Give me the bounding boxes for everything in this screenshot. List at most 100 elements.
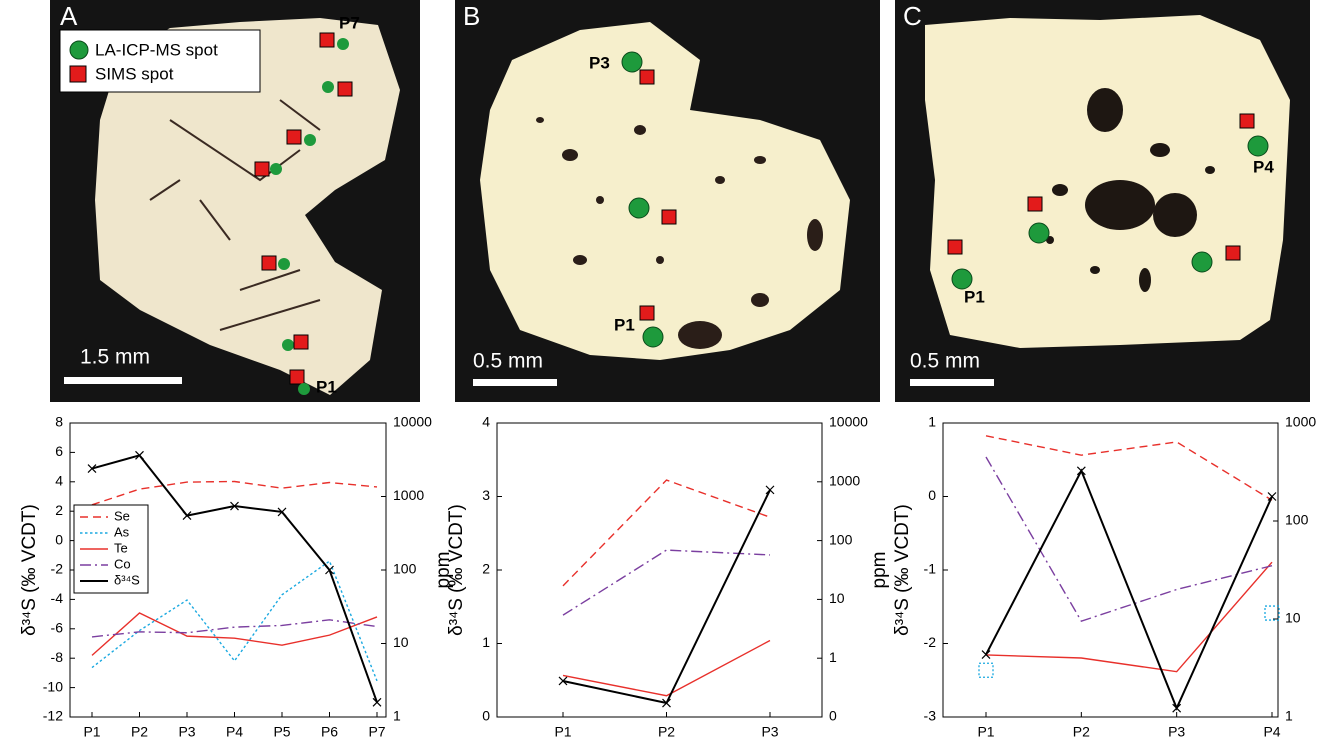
crack xyxy=(149,99,321,331)
point-marker xyxy=(978,662,994,678)
spot-label: P7 xyxy=(339,13,360,32)
y-tick-label: 4 xyxy=(482,414,490,430)
legend-label: Co xyxy=(114,556,131,571)
panel-b: B P3 P1 0.5 mm xyxy=(455,0,880,402)
legend-label: δ³⁴S xyxy=(114,572,140,587)
point-marker xyxy=(765,485,775,495)
panel-a: LA-ICP-MS spot SIMS spot A P7 P1 1.5 mm xyxy=(50,0,420,402)
y2-tick-label: 1000 xyxy=(1285,414,1316,430)
series-line xyxy=(562,639,771,697)
y2-axis-title: ppm xyxy=(869,552,890,589)
y-tick-label: -12 xyxy=(43,708,63,724)
y2-tick-label: 10000 xyxy=(829,414,868,430)
y-tick-label: 3 xyxy=(482,487,490,503)
grain xyxy=(95,18,400,395)
series-line xyxy=(562,549,771,616)
series-line xyxy=(91,560,378,682)
spot-label: P1 xyxy=(614,315,635,334)
y-tick-label: -2 xyxy=(924,634,937,650)
plot-frame xyxy=(942,422,1279,718)
point-marker xyxy=(182,511,192,521)
x-tick-label: P1 xyxy=(554,724,571,740)
panel-label: A xyxy=(60,1,78,31)
legend-label: Se xyxy=(114,508,130,523)
scale-label: 0.5 mm xyxy=(910,350,980,373)
plot-frame xyxy=(496,422,823,718)
panel-c: C P4 P1 0.5 mm xyxy=(895,0,1310,402)
y2-tick-label: 1000 xyxy=(393,487,424,503)
x-tick-label: P2 xyxy=(131,724,148,740)
spot-label: P4 xyxy=(1253,157,1274,176)
point-marker xyxy=(558,676,568,686)
y-tick-label: -2 xyxy=(51,561,64,577)
y2-tick-label: 10 xyxy=(393,634,409,650)
y-tick-label: 6 xyxy=(55,443,63,459)
series-line xyxy=(91,480,378,506)
point-marker xyxy=(1076,466,1086,476)
y-tick-label: 8 xyxy=(55,414,63,430)
y-tick-label: -8 xyxy=(51,649,64,665)
panel-label: C xyxy=(903,1,922,31)
y-tick-label: 4 xyxy=(55,473,63,489)
grain xyxy=(480,22,850,360)
x-tick-label: P4 xyxy=(226,724,243,740)
series-line xyxy=(985,561,1273,673)
y2-tick-label: 1 xyxy=(1285,708,1293,724)
series-line xyxy=(562,479,771,587)
point-marker xyxy=(277,507,287,517)
y-axis-title: δ³⁴S (‰ VCDT) xyxy=(19,504,40,636)
pits xyxy=(1046,88,1215,292)
y-tick-label: -3 xyxy=(924,708,937,724)
y-tick-label: 0 xyxy=(482,708,490,724)
x-tick-label: P7 xyxy=(368,724,385,740)
point-marker xyxy=(230,501,239,511)
y-tick-label: 1 xyxy=(928,414,936,430)
y-tick-label: 1 xyxy=(482,634,490,650)
y2-tick-label: 100 xyxy=(829,531,853,547)
point-marker xyxy=(1267,492,1277,501)
y2-tick-label: 100 xyxy=(1285,512,1309,528)
legend-label: LA-ICP-MS spot xyxy=(95,40,218,59)
legend-label: SIMS spot xyxy=(95,64,174,83)
legend-box xyxy=(59,29,261,93)
point-marker xyxy=(372,697,382,707)
y-tick-label: -1 xyxy=(924,561,937,577)
x-tick-label: P3 xyxy=(1168,724,1185,740)
y-tick-label: 0 xyxy=(55,531,63,547)
x-tick-label: P2 xyxy=(1073,724,1090,740)
point-marker xyxy=(662,698,671,708)
point-marker xyxy=(325,565,334,575)
y-tick-label: -6 xyxy=(51,620,64,636)
spot-label: P3 xyxy=(589,53,610,72)
x-tick-label: P6 xyxy=(321,724,338,740)
scale-bar xyxy=(473,379,557,386)
spot-label: P1 xyxy=(964,287,985,306)
series-line xyxy=(985,456,1273,623)
y-axis-title: δ³⁴S (‰ VCDT) xyxy=(892,504,913,636)
point-marker xyxy=(981,650,991,659)
scale-bar xyxy=(910,379,994,386)
y2-axis-title: ppm xyxy=(433,552,454,589)
point-marker xyxy=(135,450,144,460)
x-tick-label: P1 xyxy=(977,724,994,740)
y-tick-label: -10 xyxy=(43,678,63,694)
x-tick-label: P1 xyxy=(83,724,100,740)
scale-bar xyxy=(64,377,182,384)
series-line xyxy=(985,435,1273,501)
y2-tick-label: 1 xyxy=(829,649,837,665)
scale-label: 0.5 mm xyxy=(473,350,543,373)
y-axis-title: δ³⁴S (‰ VCDT) xyxy=(446,504,467,636)
y2-tick-label: 10 xyxy=(829,590,845,606)
legend-circle xyxy=(69,40,89,60)
y2-tick-label: 1000 xyxy=(829,473,860,489)
y2-tick-label: 10000 xyxy=(393,414,432,430)
x-tick-label: P3 xyxy=(178,724,195,740)
panel-label: B xyxy=(463,1,480,31)
scale-label: 1.5 mm xyxy=(80,346,150,369)
legend-label: Te xyxy=(114,540,128,555)
x-tick-label: P3 xyxy=(761,724,778,740)
y2-tick-label: 10 xyxy=(1285,610,1301,626)
legend-label: As xyxy=(114,524,130,539)
point-marker xyxy=(87,464,97,473)
